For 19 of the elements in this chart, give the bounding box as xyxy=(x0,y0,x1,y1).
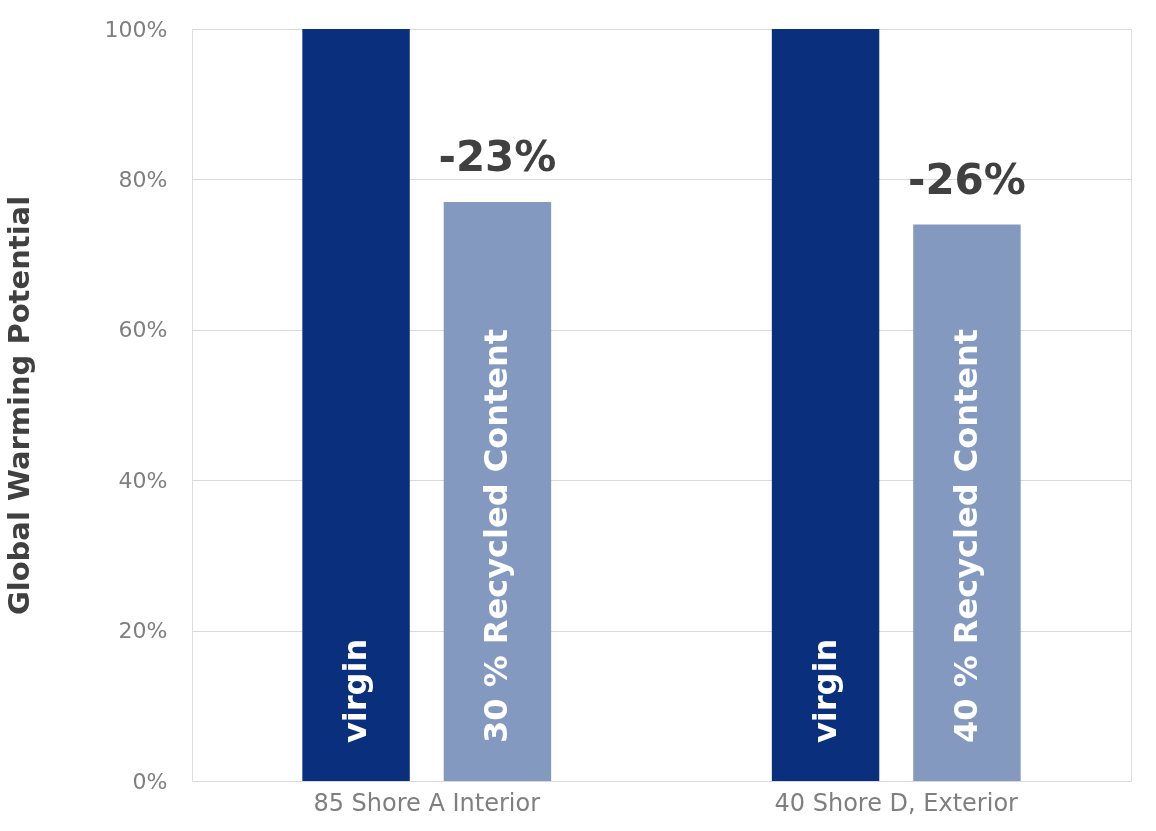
y-tick-label: 40% xyxy=(118,467,168,493)
annotation: 30 % Recycled Content xyxy=(477,328,516,743)
bar xyxy=(913,224,1021,781)
annotation: virgin xyxy=(336,638,375,743)
y-tick-label: 80% xyxy=(118,166,168,192)
y-tick-label: 60% xyxy=(118,317,168,343)
y-axis-title: Global Warming Potential xyxy=(1,195,36,616)
bar xyxy=(771,29,880,781)
bar xyxy=(302,29,410,781)
y-tick-label: 20% xyxy=(118,618,168,644)
x-tick-label: 85 Shore A Interior xyxy=(313,788,541,817)
annotation: -23% xyxy=(438,131,557,181)
y-tick-label: 0% xyxy=(132,768,168,794)
bar xyxy=(443,201,552,781)
annotation: -26% xyxy=(907,154,1026,204)
y-tick-label: 100% xyxy=(104,16,168,42)
annotation: virgin xyxy=(805,638,844,743)
x-tick-label: 40 Shore D, Exterior xyxy=(774,788,1019,817)
annotation: 40 % Recycled Content xyxy=(946,328,985,743)
